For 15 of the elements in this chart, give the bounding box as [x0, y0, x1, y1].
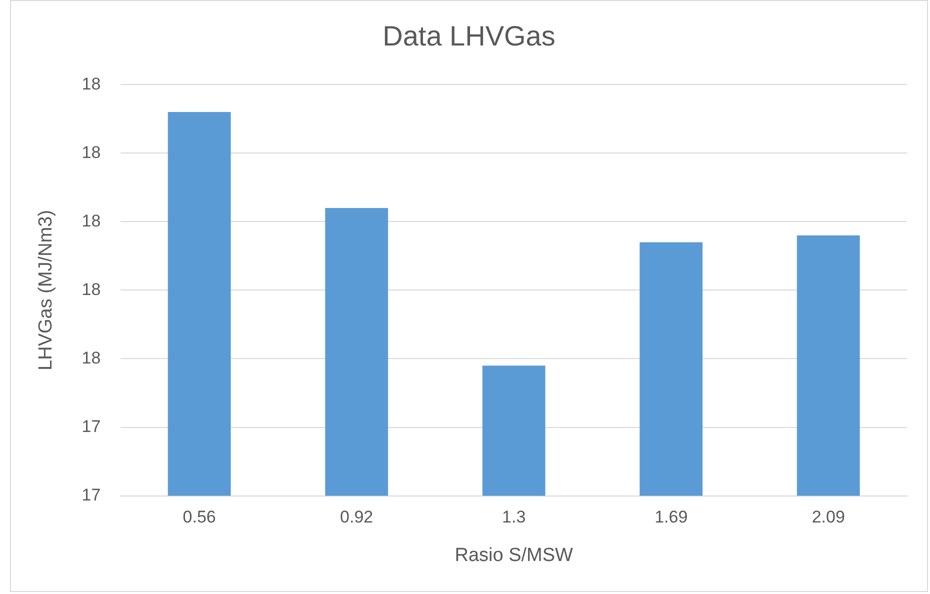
x-tick-label: 1.69 — [654, 508, 688, 527]
y-tick-label: 17 — [82, 485, 101, 504]
chart-title: Data LHVGas — [382, 20, 556, 52]
x-tick-label: 2.09 — [812, 508, 845, 527]
y-tick-label: 17 — [82, 416, 101, 436]
x-tick-label: 0.56 — [182, 508, 216, 527]
y-tick-label: 18 — [82, 74, 101, 94]
y-axis-title: LHVGas (MJ/Nm3) — [36, 210, 57, 370]
x-axis-title: Rasio S/MSW — [454, 544, 574, 566]
x-tick-label: 1.3 — [502, 508, 526, 527]
x-tick-label: 0.92 — [340, 508, 374, 527]
y-tick-label: 18 — [82, 142, 101, 162]
y-tick-label: 18 — [82, 280, 101, 299]
y-tick-label: 18 — [82, 211, 101, 230]
y-tick-label: 18 — [82, 348, 101, 368]
